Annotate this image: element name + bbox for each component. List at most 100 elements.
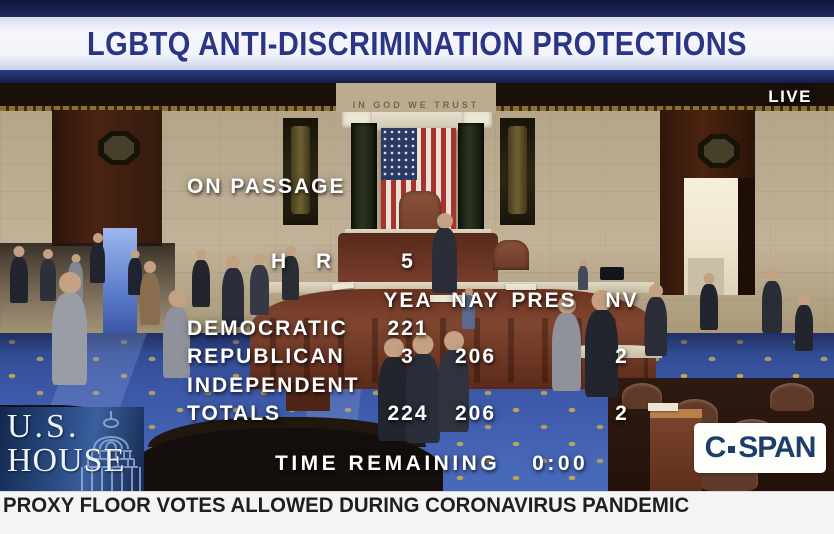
person-head	[436, 213, 453, 229]
octagon-medallion	[698, 134, 740, 168]
headline-title: LGBTQ ANTI-DISCRIMINATION PROTECTIONS	[87, 24, 747, 62]
person-silhouette	[438, 331, 469, 432]
nv-value	[580, 374, 664, 398]
cspan-logo: C SPAN	[694, 423, 826, 473]
capitol-dome-icon	[81, 411, 141, 491]
person-head	[253, 253, 266, 265]
person-head	[412, 334, 434, 355]
person-head	[557, 296, 576, 314]
person-silhouette	[585, 290, 618, 397]
col-yea: YEA	[383, 289, 433, 312]
nv-value: 2	[615, 345, 629, 368]
person-silhouette	[10, 246, 28, 303]
yea-value: 221	[387, 317, 429, 340]
us-house-line2: HOUSE	[7, 442, 126, 479]
person-body	[90, 243, 105, 283]
octagon-medallion	[98, 131, 140, 165]
rostrum-chair	[493, 240, 529, 270]
person-body	[140, 273, 160, 325]
us-house-logo: U.S. HOUSE	[0, 407, 144, 491]
rostrum-upper-tier	[338, 233, 498, 289]
nay-value: 206	[454, 345, 497, 368]
person-body	[250, 265, 269, 315]
person-silhouette	[250, 253, 269, 315]
person-body	[222, 268, 244, 327]
person-body	[645, 297, 667, 356]
live-badge: LIVE	[768, 87, 812, 106]
person-body	[438, 350, 469, 432]
flag-union	[381, 128, 417, 180]
person-body	[192, 260, 210, 307]
vote-row-democratic: DEMOCRATIC 221	[187, 317, 664, 341]
cspan-logo-text: C SPAN	[704, 431, 817, 465]
scene-shape	[187, 289, 373, 313]
papers	[430, 295, 474, 302]
news-ticker: PROXY FLOOR VOTES ALLOWED DURING CORONAV…	[0, 491, 834, 534]
pres-value	[508, 402, 580, 426]
person-silhouette	[90, 233, 105, 283]
cspan-dot-icon	[728, 446, 736, 453]
person-silhouette	[52, 272, 87, 385]
person-silhouette	[40, 249, 56, 301]
scene-shape	[738, 178, 755, 295]
person-body	[700, 284, 718, 330]
person-head	[130, 250, 140, 259]
person-silhouette	[762, 269, 782, 333]
person-head	[464, 288, 473, 296]
scene-shape	[704, 139, 734, 163]
person-head	[766, 269, 778, 281]
person-silhouette	[578, 259, 588, 290]
person-silhouette	[192, 249, 210, 307]
person-silhouette	[552, 296, 581, 391]
person-head	[384, 338, 404, 358]
person-body	[406, 354, 440, 443]
nay-value: 206	[454, 402, 497, 425]
vote-row-republican: REPUBLICAN 3 206 2	[187, 345, 664, 369]
scene-shape	[508, 126, 527, 214]
col-pres: PRES	[511, 289, 577, 312]
house-chamber-video: IN GOD WE TRUST	[0, 83, 834, 491]
person-silhouette	[795, 294, 813, 351]
papers	[648, 403, 678, 411]
person-body	[762, 281, 782, 333]
person-silhouette	[378, 338, 410, 441]
person-body	[795, 305, 813, 351]
in-god-we-trust-inscription: IN GOD WE TRUST	[352, 100, 480, 110]
person-head	[43, 249, 53, 259]
time-remaining-row: TIME REMAINING 0:00	[275, 452, 588, 476]
bronze-fasces-relief	[283, 118, 318, 225]
person-silhouette	[432, 213, 457, 293]
nv-value: 2	[615, 402, 629, 425]
person-silhouette	[222, 255, 244, 327]
person-head	[92, 233, 103, 243]
person-body	[585, 310, 618, 397]
person-body	[10, 257, 28, 303]
cspan-span: SPAN	[738, 431, 816, 464]
person-head	[443, 331, 464, 351]
person-body	[282, 256, 299, 300]
left-wood-panel	[52, 110, 162, 246]
us-house-line1: U.S.	[7, 408, 80, 445]
nay-value	[443, 374, 508, 398]
person-head	[649, 284, 663, 298]
cspan-c: C	[704, 431, 727, 464]
vote-header-row: YEA NAY PRES NV	[187, 289, 664, 313]
person-silhouette	[128, 250, 142, 295]
scene-shape	[291, 126, 310, 214]
col-nv: NV	[605, 289, 639, 312]
nay-value	[443, 317, 508, 341]
person-head	[13, 246, 25, 257]
time-remaining-value: 0:00	[532, 452, 589, 475]
laptop	[600, 267, 624, 280]
wood-lectern	[650, 409, 702, 491]
ticker-text: PROXY FLOOR VOTES ALLOWED DURING CORONAV…	[3, 494, 690, 517]
yea-value	[373, 374, 443, 398]
party-label: REPUBLICAN	[187, 345, 345, 368]
bill-prefix: H R	[271, 250, 344, 273]
person-head	[703, 273, 715, 284]
person-body	[52, 293, 87, 385]
vote-measure-label: ON PASSAGE	[187, 175, 346, 198]
papers	[506, 284, 536, 290]
totals-label: TOTALS	[187, 402, 282, 425]
